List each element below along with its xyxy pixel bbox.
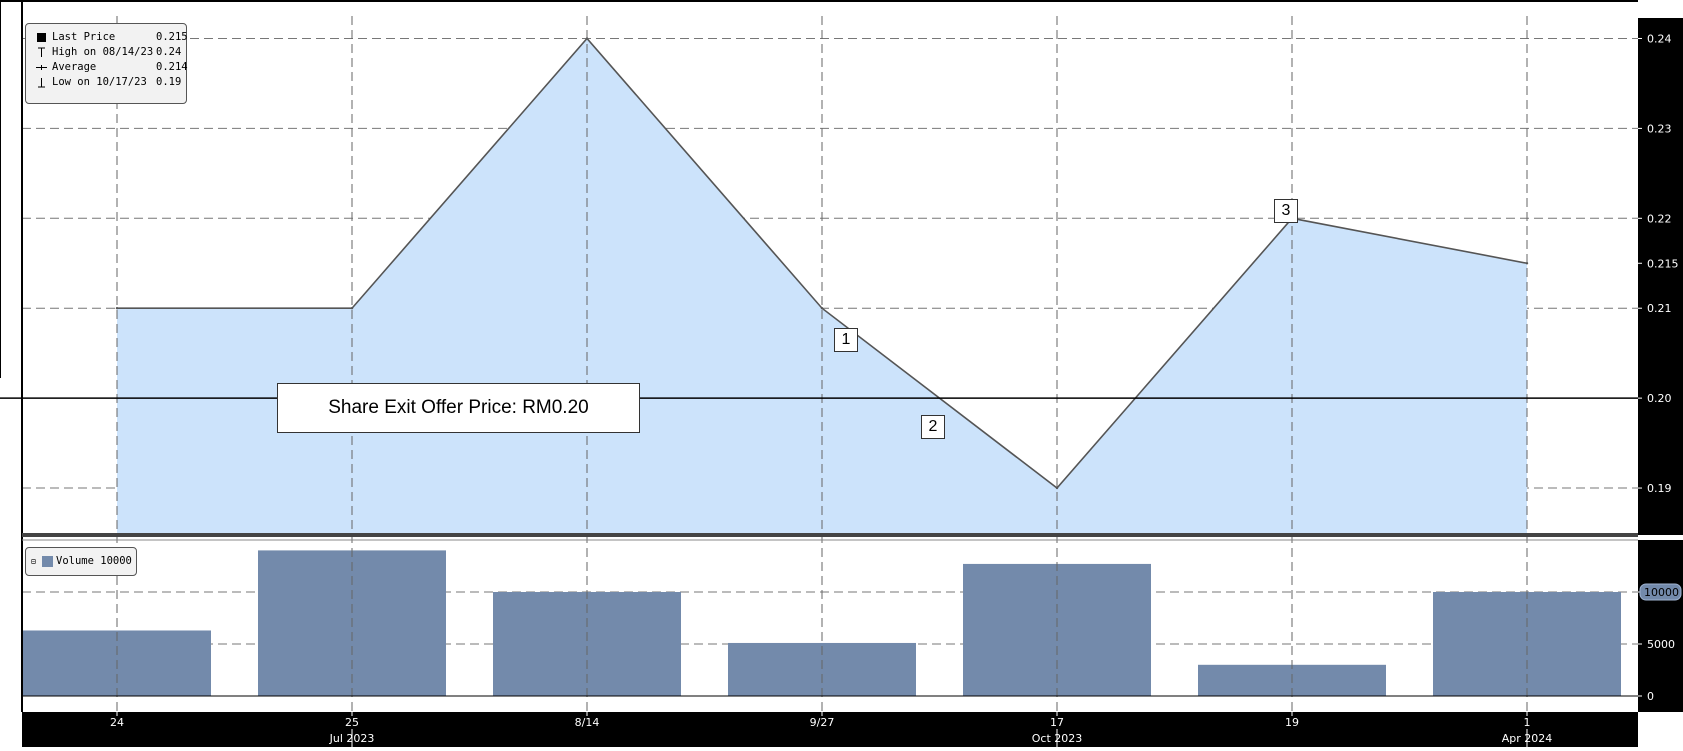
legend-value: 0.24 <box>156 46 182 58</box>
price-y-tick-label: 0.23 <box>1647 122 1672 135</box>
price-point-25 <box>350 307 354 310</box>
volume-last-value-tag <box>1639 583 1682 601</box>
panel-separator <box>22 533 1638 537</box>
annotation-1: 1 <box>834 328 858 352</box>
legend-value: 0.215 <box>156 31 188 43</box>
average-line-icon <box>36 65 47 70</box>
volume-y-axis-band <box>1638 540 1683 712</box>
low-marker-icon <box>38 78 45 88</box>
volume-last-value-label: 10000 <box>1644 586 1679 599</box>
annotation-2: 2 <box>921 415 945 439</box>
legend-value: 0.214 <box>156 61 188 73</box>
x-tick-label: 25 <box>345 716 359 729</box>
vertical-grid <box>116 16 1528 712</box>
x-tick-label: 9/27 <box>810 716 835 729</box>
volume-legend: ⊟ Volume 10000 <box>25 547 137 576</box>
y-tick-labels: 0.24 0.23 0.22 0.215 0.21 0.20 0.19 0 5000 10000 <box>1638 32 1682 703</box>
legend-row-last-price: Last Price 0.215 <box>32 30 188 45</box>
price-y-tick-label: 0.24 <box>1647 32 1672 45</box>
price-point-1 <box>1525 262 1529 265</box>
legend-label: High on 08/14/23 <box>52 46 154 58</box>
x-tick-label: 17 <box>1050 716 1064 729</box>
legend-row-average: Average 0.214 <box>32 60 188 75</box>
price-point-24 <box>115 307 119 310</box>
price-legend: Last Price 0.215 High on 08/14/23 0.24 A… <box>25 23 188 104</box>
legend-row-high: High on 08/14/23 0.24 <box>32 45 182 60</box>
x-period-label: Jul 2023 <box>329 732 375 745</box>
volume-y-tick-label: 5000 <box>1647 638 1675 651</box>
collapse-icon[interactable]: ⊟ <box>31 557 36 566</box>
legend-value: 0.19 <box>156 76 182 88</box>
price-point-17 <box>1055 486 1059 490</box>
volume-y-tick-label: 0 <box>1647 690 1654 703</box>
price-y-tick-label: 0.215 <box>1647 257 1679 270</box>
price-y-tick-label: 0.19 <box>1647 482 1672 495</box>
x-period-label: Oct 2023 <box>1032 732 1083 745</box>
legend-label: Last Price <box>52 31 116 43</box>
volume-swatch-icon <box>42 556 53 567</box>
volume-legend-label: Volume 10000 <box>56 555 132 567</box>
x-tick-label: 1 <box>1524 716 1531 729</box>
x-tick-label: 24 <box>110 716 124 729</box>
high-marker-icon <box>38 47 45 57</box>
price-point-9-27 <box>820 307 824 310</box>
offer-price-label: Share Exit Offer Price: RM0.20 <box>277 383 640 433</box>
x-tick-labels: 24 25 Jul 2023 8/14 9/27 17 Oct 2023 19 1 Apr 202… <box>110 712 1552 747</box>
x-period-label: Apr 2024 <box>1502 732 1553 745</box>
price-y-tick-label: 0.20 <box>1647 392 1672 405</box>
x-tick-label: 8/14 <box>575 716 600 729</box>
annotation-3: 3 <box>1274 199 1298 223</box>
x-axis-band <box>22 712 1638 747</box>
legend-row-low: Low on 10/17/23 0.19 <box>32 75 182 90</box>
filled-square-icon <box>37 33 46 42</box>
legend-label: Average <box>52 61 97 73</box>
volume-bar-17 <box>963 563 1151 696</box>
price-y-axis-band <box>1638 18 1683 535</box>
price-y-tick-label: 0.21 <box>1647 302 1672 315</box>
legend-label: Low on 10/17/23 <box>52 76 147 88</box>
price-y-tick-label: 0.22 <box>1647 212 1672 225</box>
x-tick-label: 19 <box>1285 716 1299 729</box>
